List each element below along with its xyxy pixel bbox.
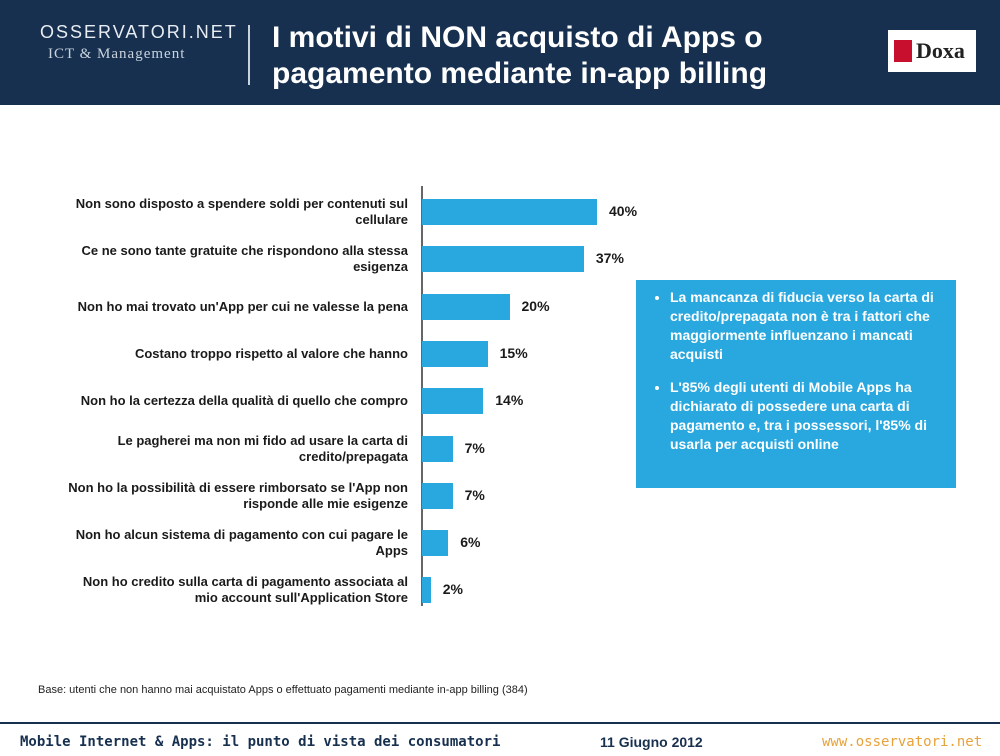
category-label: Costano troppo rispetto al valore che ha… [134, 345, 408, 361]
category-label: Non ho alcun sistema di pagamento con cu… [75, 527, 408, 559]
footer-line [0, 722, 1000, 724]
bar [422, 199, 597, 225]
logo: OSSERVATORI.NET [40, 22, 238, 42]
category-label: Le pagherei ma non mi fido ad usare la c… [117, 432, 408, 464]
logo-subtitle: ICT & Management [48, 46, 186, 62]
bar [422, 435, 453, 462]
brand-icon [894, 40, 912, 62]
bar [422, 577, 431, 604]
value-label: 37% [595, 250, 624, 267]
category-label: Non ho mai trovato un'App per cui ne val… [77, 298, 408, 314]
callout: La mancanza di fiducia verso la carta di… [636, 280, 956, 488]
category-label: Non sono disposto a spendere soldi per c… [75, 196, 408, 227]
value-label: 40% [609, 203, 638, 219]
brand-logo: Doxa [888, 30, 976, 72]
bar [422, 293, 510, 320]
footer-date: 11 Giugno 2012 [600, 734, 703, 750]
value-label: 7% [464, 486, 485, 503]
title: I motivi di NON acquisto di Apps o pagam… [272, 21, 768, 90]
bar [422, 340, 488, 367]
footer-text: Mobile Internet & Apps: il punto di vist… [20, 734, 501, 750]
value-label: 2% [442, 581, 463, 598]
header: OSSERVATORI.NET ICT & Management I motiv… [0, 0, 1000, 105]
category-label: Ce ne sono tante gratuite che rispondono… [81, 243, 408, 275]
bar [422, 482, 453, 509]
value-label: 15% [499, 344, 528, 361]
category-label: Non ho la certezza della qualità di quel… [80, 393, 408, 409]
footer-url: www.osservatori.net [822, 734, 983, 750]
bar [422, 246, 584, 273]
value-label: 14% [495, 392, 524, 409]
category-label: Non ho la possibilità di essere rimborsa… [68, 479, 408, 511]
bar [422, 530, 449, 557]
bar [422, 388, 484, 415]
separator [248, 25, 250, 85]
note: Base: utenti che non hanno mai acquistat… [38, 684, 528, 696]
value-label: 6% [460, 534, 481, 551]
callout-bullet: La mancanza di fiducia verso la carta di… [670, 288, 942, 364]
brand-text: Doxa [916, 38, 965, 63]
callout-bullet: L'85% degli utenti di Mobile Apps ha dic… [670, 378, 942, 454]
value-label: 7% [464, 439, 485, 456]
value-label: 20% [521, 297, 550, 314]
category-label: Non ho credito sulla carta di pagamento … [82, 574, 408, 606]
